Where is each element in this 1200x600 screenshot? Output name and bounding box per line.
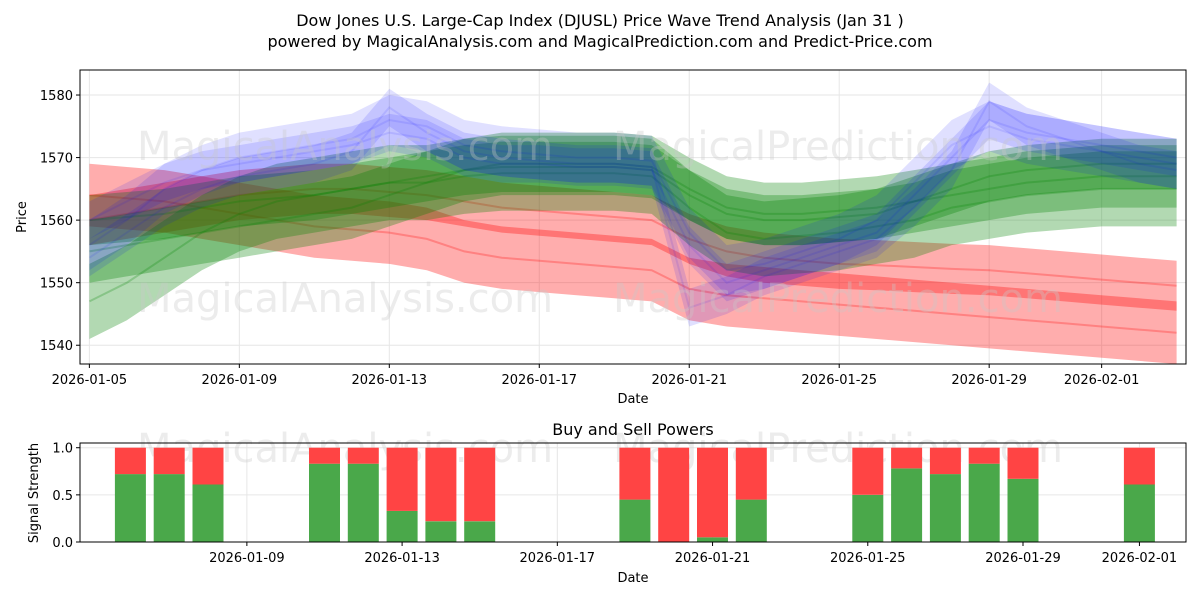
price-line-blue-6: [88, 118, 1177, 272]
sell-bar-2026-01-13: [386, 447, 418, 511]
price-x-tick-label: 2026-01-25: [801, 373, 877, 388]
buy-bar-2026-01-25: [852, 494, 884, 542]
signal-plot-frame: [79, 442, 1187, 543]
sell-bar-2026-01-25: [852, 447, 884, 495]
price-x-tick-label: 2026-01-05: [52, 373, 128, 388]
buy-bar-2026-02-01: [1123, 484, 1155, 542]
price-x-tick-label: 2026-01-29: [951, 373, 1027, 388]
price-y-tick-label: 1540: [40, 339, 73, 354]
sell-bar-2026-01-26: [891, 447, 923, 469]
signal-x-tick-label: 2026-01-13: [364, 551, 440, 566]
chart-title-line2: powered by MagicalAnalysis.com and Magic…: [267, 32, 932, 51]
buy-bar-2026-01-19: [619, 499, 651, 542]
price-line-green-5: [89, 162, 1177, 253]
price-y-tick-label: 1580: [40, 89, 73, 104]
buy-bar-2026-01-06: [114, 474, 146, 542]
sell-bar-2026-01-12: [347, 447, 379, 464]
sell-bar-2026-01-14: [425, 447, 457, 522]
sell-bar-2026-01-29: [1007, 447, 1039, 479]
price-y-ticks: 1540 1550 1560 1570 1580: [40, 89, 80, 354]
buy-bar-2026-01-15: [464, 521, 496, 542]
price-y-label: Price: [15, 201, 30, 233]
price-x-ticks: 2026-01-05 2026-01-09 2026-01-13 2026-01-17…: [52, 364, 1140, 388]
signal-bars: [114, 447, 1155, 542]
buy-bar-2026-01-21: [697, 537, 728, 542]
price-band-blue-7: [89, 101, 1177, 302]
signal-y-tick-label: 0.5: [52, 489, 73, 504]
price-line-red-1: [89, 194, 1177, 334]
watermark-top-left-1: MagicalAnalysis.com: [137, 124, 553, 170]
signal-x-tick-label: 2026-01-17: [520, 551, 596, 566]
price-band-blue-8: [89, 82, 1177, 327]
price-band-red-1: [89, 163, 1177, 364]
sell-bar-2026-02-01: [1123, 447, 1155, 485]
watermark-top-left-2: MagicalAnalysis.com: [137, 276, 553, 322]
sell-bar-2026-01-06: [114, 447, 146, 475]
signal-y-tick-label: 0.0: [52, 536, 73, 551]
sell-bar-2026-01-27: [929, 447, 961, 475]
sell-bar-2026-01-15: [464, 447, 496, 522]
price-band-red-2: [89, 163, 1177, 311]
price-line-blue-8: [88, 99, 1177, 309]
watermark-top-right-1: MagicalPrediction.com: [613, 124, 1063, 170]
buy-bar-2026-01-27: [929, 474, 961, 542]
buy-bar-2026-01-28: [968, 463, 1000, 542]
price-wave-bands: [88, 82, 1177, 364]
buy-bar-2026-01-07: [153, 474, 185, 542]
signal-panel: Buy and Sell Powers MagicalAnalysis.com …: [27, 420, 1187, 586]
buy-bar-2026-01-26: [891, 468, 923, 542]
buy-bar-2026-01-12: [347, 463, 379, 542]
price-band-green-4: [89, 138, 1177, 246]
price-panel: MagicalAnalysis.com MagicalPrediction.co…: [15, 69, 1187, 407]
signal-y-label: Signal Strength: [27, 443, 42, 543]
price-plot-background: [80, 70, 1186, 364]
chart-title-line1: Dow Jones U.S. Large-Cap Index (DJUSL) P…: [296, 11, 904, 30]
watermark-top-right-2: MagicalPrediction.com: [613, 276, 1063, 322]
price-line-red-2: [89, 187, 1177, 287]
signal-x-label: Date: [617, 571, 648, 586]
price-x-tick-label: 2026-01-09: [202, 373, 278, 388]
sell-bar-2026-01-22: [735, 447, 767, 500]
price-y-tick-label: 1570: [40, 152, 73, 167]
signal-y-tick-label: 1.0: [52, 442, 73, 457]
signal-x-tick-label: 2026-01-21: [675, 551, 751, 566]
price-band-green-3: [89, 135, 1177, 339]
sell-bar-2026-01-11: [309, 447, 340, 464]
signal-x-tick-label: 2026-01-25: [830, 551, 906, 566]
sell-bar-2026-01-07: [153, 447, 185, 475]
price-x-tick-label: 2026-01-21: [651, 373, 727, 388]
price-grid: [80, 70, 1186, 364]
price-line-green-3: [88, 172, 1177, 303]
sell-bar-2026-01-19: [619, 447, 651, 500]
price-band-blue-6: [89, 95, 1177, 296]
price-x-tick-label: 2026-01-17: [501, 373, 577, 388]
buy-bar-2026-01-13: [386, 510, 418, 542]
buy-bar-2026-01-14: [425, 521, 457, 542]
signal-x-tick-label: 2026-01-09: [209, 551, 285, 566]
price-line-blue-7: [88, 118, 1177, 284]
price-y-tick-label: 1560: [40, 214, 73, 229]
price-x-tick-label: 2026-02-01: [1064, 373, 1140, 388]
price-x-tick-label: 2026-01-13: [352, 373, 428, 388]
price-x-label: Date: [617, 392, 648, 407]
signal-x-tick-label: 2026-01-29: [985, 551, 1061, 566]
buy-bar-2026-01-08: [192, 484, 224, 542]
price-y-tick-label: 1550: [40, 277, 73, 292]
sell-bar-2026-01-20: [658, 447, 690, 542]
buy-bar-2026-01-22: [735, 499, 767, 542]
sell-bar-2026-01-21: [697, 447, 728, 538]
buy-bar-2026-01-11: [309, 463, 340, 542]
signal-y-ticks: 0.0 0.5 1.0: [52, 442, 80, 551]
sell-bar-2026-01-08: [192, 447, 224, 485]
sell-bar-2026-01-28: [968, 447, 1000, 464]
signal-chart-title: Buy and Sell Powers: [552, 420, 714, 439]
signal-x-tick-label: 2026-02-01: [1102, 551, 1178, 566]
price-line-green-4: [89, 162, 1177, 222]
price-plot-frame: [79, 69, 1187, 365]
price-band-green-5: [89, 132, 1177, 283]
signal-x-ticks: 2026-01-09 2026-01-13 2026-01-17 2026-01-21…: [209, 542, 1177, 566]
buy-bar-2026-01-29: [1007, 478, 1039, 542]
